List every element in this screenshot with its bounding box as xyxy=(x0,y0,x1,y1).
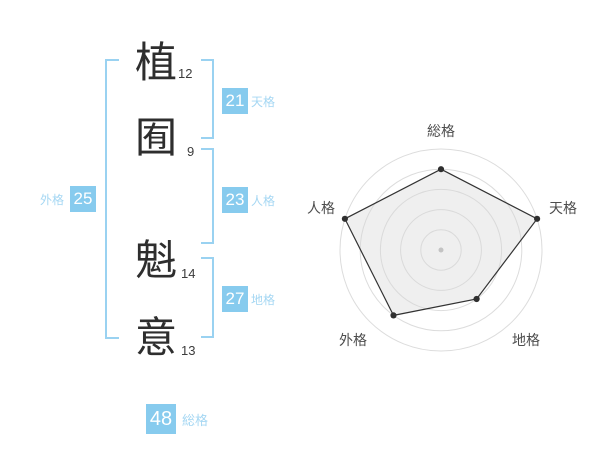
chikaku-score-label: 地格 xyxy=(251,293,276,307)
jinkaku-score-label: 人格 xyxy=(251,194,276,208)
radar-chart xyxy=(339,148,543,352)
radar-axis-tenkaku: 天格 xyxy=(549,200,577,216)
soukaku-score-box: 48 xyxy=(146,404,176,434)
radar-axis-jinkaku: 人格 xyxy=(307,200,335,216)
kanji-given-2: 意 xyxy=(134,314,177,361)
stroke-count-2: 9 xyxy=(187,144,195,159)
gaikaku-bracket xyxy=(105,59,119,339)
chikaku-score-box: 27 xyxy=(222,286,248,312)
radar-axis-chikaku: 地格 xyxy=(512,332,540,348)
tenkaku-bracket xyxy=(201,59,214,139)
radar-axis-gaikaku: 外格 xyxy=(339,332,367,348)
gaikaku-score-box: 25 xyxy=(70,186,96,212)
stroke-count-4: 13 xyxy=(181,343,196,358)
stroke-count-3: 14 xyxy=(181,266,196,281)
kanji-given-1: 魁 xyxy=(134,237,177,284)
jinkaku-bracket xyxy=(201,148,214,244)
stroke-count-1: 12 xyxy=(178,66,193,81)
kanji-surname-2: 囿 xyxy=(134,114,177,161)
kanji-surname-1: 植 xyxy=(134,39,177,86)
chikaku-bracket xyxy=(201,257,214,338)
jinkaku-score-box: 23 xyxy=(222,187,248,213)
gaikaku-score-label: 外格 xyxy=(39,193,64,207)
soukaku-score-label: 総格 xyxy=(182,413,209,428)
radar-axis-soukaku: 総格 xyxy=(427,123,455,139)
tenkaku-score-label: 天格 xyxy=(251,95,276,109)
tenkaku-score-box: 21 xyxy=(222,88,248,114)
